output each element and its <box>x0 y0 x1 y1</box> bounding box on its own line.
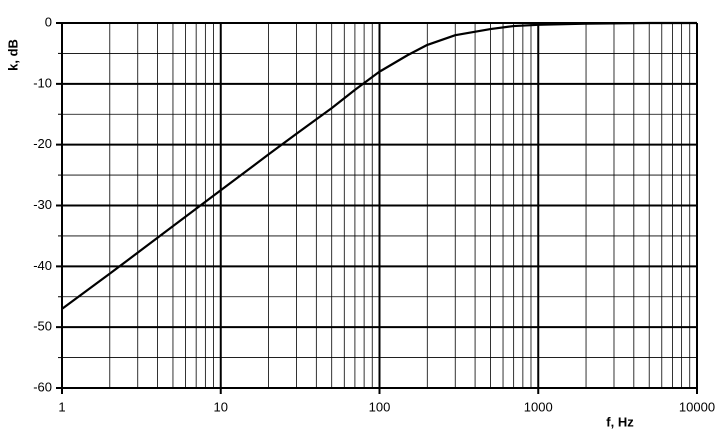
y-tick-label: -10 <box>33 75 52 90</box>
y-tick-label: 0 <box>45 14 52 29</box>
y-tick-label: -30 <box>33 197 52 212</box>
x-tick-label: 1 <box>58 399 65 414</box>
y-tick-label: -60 <box>33 379 52 394</box>
x-tick-label: 1000 <box>524 399 553 414</box>
x-tick-label: 10000 <box>679 399 715 414</box>
y-axis-label: k, dB <box>5 39 20 71</box>
x-tick-label: 10 <box>214 399 228 414</box>
y-tick-label: -20 <box>33 136 52 151</box>
y-tick-label: -40 <box>33 258 52 273</box>
y-tick-label: -50 <box>33 319 52 334</box>
x-tick-label: 100 <box>369 399 391 414</box>
line <box>61 21 697 310</box>
x-axis-label: f, Hz <box>606 414 634 429</box>
